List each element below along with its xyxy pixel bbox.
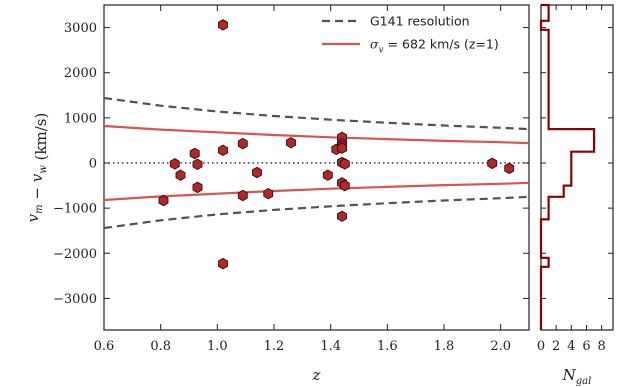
y-tick-label: 2000 xyxy=(64,66,97,81)
data-point xyxy=(218,19,228,31)
data-point xyxy=(263,187,274,200)
histogram-x-tick-label: 8 xyxy=(597,339,605,354)
x-tick-label: 1.6 xyxy=(377,339,398,354)
sigma-v-upper-curve xyxy=(103,124,530,145)
scatter-curves xyxy=(103,96,530,230)
data-point xyxy=(237,189,248,202)
legend: G141 resolution σv = 682 km/s (z=1) xyxy=(322,14,499,56)
y-tick-label: 0 xyxy=(89,156,97,171)
data-point xyxy=(252,166,262,179)
histogram-step-line xyxy=(539,3,596,330)
x-tick-label: 1.2 xyxy=(264,339,285,354)
data-point xyxy=(218,144,228,157)
histogram-x-tick-label: 2 xyxy=(552,339,560,354)
data-point xyxy=(337,142,347,154)
y-axis-label: vm − vw (km/s) xyxy=(24,113,50,223)
histogram-x-axis-label: Ngal xyxy=(562,366,592,387)
y-tick-label: 1000 xyxy=(64,111,97,126)
y-tick-label: 3000 xyxy=(64,21,97,36)
x-tick-label: 1.0 xyxy=(207,339,228,354)
sigma-v-lower-curve xyxy=(103,181,530,202)
scatter-y-ticks: −3000 −2000 −1000 0 1000 2000 3000 xyxy=(53,21,529,307)
data-point xyxy=(339,179,350,192)
scatter-plot-frame xyxy=(103,4,530,331)
y-tick-label: −2000 xyxy=(53,247,97,262)
g141-resolution-upper-curve xyxy=(103,96,530,131)
data-point xyxy=(339,158,350,170)
histogram-x-tick-label: 6 xyxy=(582,339,590,354)
scatter-points xyxy=(158,19,515,270)
data-point xyxy=(322,169,333,181)
data-point xyxy=(192,158,203,171)
y-tick-label: −3000 xyxy=(53,292,97,307)
data-point xyxy=(192,181,203,194)
scatter-x-ticks: 0.6 0.8 1.0 1.2 1.4 1.6 1.8 2.0 xyxy=(94,5,511,354)
data-point xyxy=(286,136,296,149)
data-point xyxy=(504,162,515,175)
data-point xyxy=(237,137,248,150)
data-point xyxy=(218,257,228,270)
data-point xyxy=(169,158,180,170)
g141-resolution-lower-curve xyxy=(103,195,530,230)
x-tick-label: 0.8 xyxy=(150,339,171,354)
data-point xyxy=(189,147,200,160)
histogram-x-tick-label: 4 xyxy=(567,339,575,354)
data-point xyxy=(337,210,347,222)
legend-label-sigma-v: σv = 682 km/s (z=1) xyxy=(370,37,499,56)
scatter-panel: 0.6 0.8 1.0 1.2 1.4 1.6 1.8 2.0 −3000 −2000 −1000… xyxy=(24,4,530,384)
x-tick-label: 1.4 xyxy=(320,339,341,354)
histogram-frame xyxy=(540,4,614,331)
data-point xyxy=(158,194,169,207)
data-point xyxy=(487,157,498,170)
x-axis-label: z xyxy=(312,366,321,384)
histogram-x-tick-label: 0 xyxy=(537,339,545,354)
y-tick-label: −1000 xyxy=(53,202,97,217)
x-tick-label: 0.6 xyxy=(94,339,115,354)
x-tick-label: 2.0 xyxy=(490,339,511,354)
legend-label-g141: G141 resolution xyxy=(370,14,470,29)
x-tick-label: 1.8 xyxy=(434,339,455,354)
data-point xyxy=(175,169,186,181)
